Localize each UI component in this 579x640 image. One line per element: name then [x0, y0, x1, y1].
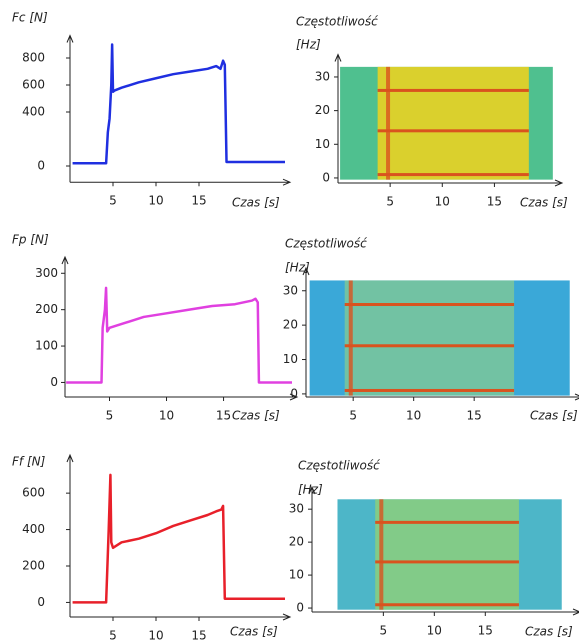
x-tick-label: 5 [349, 409, 357, 423]
active-region [344, 280, 515, 396]
y-tick-label: 0 [37, 159, 45, 173]
x-axis-label: Czas [s] [230, 625, 278, 639]
x-axis-label: Czas [s] [520, 196, 568, 210]
burst [379, 499, 384, 610]
y-axis [61, 255, 69, 397]
y-tick-label: 600 [22, 78, 45, 92]
x-tick-label: 10 [159, 409, 174, 423]
x-tick-label: 10 [148, 629, 163, 640]
frequency-band [344, 388, 515, 392]
y-tick-label: 20 [289, 535, 304, 549]
x-tick-label: 5 [109, 194, 117, 208]
y-axis-label: Ff [N] [12, 455, 46, 469]
x-tick-label: 10 [148, 194, 163, 208]
y-tick-label: 800 [22, 51, 45, 65]
burst [348, 280, 353, 396]
y-axis-label: [Hz] [298, 483, 323, 497]
x-tick-label: 15 [191, 194, 206, 208]
title: Częstotliwość [285, 237, 367, 251]
x-axis-label: Czas [s] [530, 409, 578, 423]
y-axis-label: [Hz] [296, 38, 321, 52]
y-tick-label: 10 [283, 352, 298, 366]
signal-line [72, 473, 285, 604]
y-axis-label: Fp [N] [12, 233, 49, 247]
frequency-band [375, 520, 519, 524]
x-axis-label: Czas [s] [232, 196, 280, 210]
y-tick-label: 0 [50, 375, 58, 389]
frequency-band [344, 344, 515, 348]
x-tick-label: 5 [386, 195, 394, 209]
frequency-band [375, 603, 519, 607]
title: Częstotliwość [298, 459, 380, 473]
y-axis [66, 34, 74, 183]
y-axis [66, 453, 74, 617]
x-axis-label: Czas [s] [525, 625, 573, 639]
x-axis [338, 179, 564, 187]
y-tick-label: 10 [289, 568, 304, 582]
y-axis-label: [Hz] [285, 261, 310, 275]
y-axis-label: Fc [N] [12, 11, 48, 25]
y-tick-label: 10 [315, 137, 330, 151]
x-tick-label: 15 [216, 409, 231, 423]
active-region [375, 499, 519, 610]
x-tick-label: 10 [427, 624, 442, 638]
y-tick-label: 0 [322, 170, 330, 184]
burst [386, 66, 391, 180]
x-tick-label: 15 [478, 624, 493, 638]
y-tick-label: 30 [315, 69, 330, 83]
x-tick-label: 15 [191, 629, 206, 640]
y-tick-label: 300 [35, 266, 58, 280]
signal-line [72, 43, 285, 165]
signal-line [66, 286, 292, 384]
x-tick-label: 15 [487, 195, 502, 209]
frequency-band [377, 129, 529, 133]
y-tick-label: 200 [22, 559, 45, 573]
active-region [377, 66, 529, 180]
y-axis [308, 485, 316, 612]
x-tick-label: 5 [106, 409, 114, 423]
x-tick-label: 10 [406, 409, 421, 423]
x-tick-label: 15 [467, 409, 482, 423]
y-tick-label: 20 [283, 318, 298, 332]
frequency-band [377, 88, 529, 92]
y-tick-label: 0 [296, 601, 304, 615]
y-tick-label: 30 [289, 502, 304, 516]
y-tick-label: 600 [22, 486, 45, 500]
x-axis [65, 393, 299, 401]
x-axis [312, 608, 579, 616]
y-tick-label: 400 [22, 105, 45, 119]
frequency-band [344, 303, 515, 307]
title: Częstotliwość [296, 15, 378, 29]
y-tick-label: 0 [290, 386, 298, 400]
y-tick-label: 400 [22, 522, 45, 536]
y-tick-label: 30 [283, 283, 298, 297]
y-tick-label: 100 [35, 339, 58, 353]
x-axis [70, 613, 292, 621]
y-tick-label: 200 [35, 302, 58, 316]
x-tick-label: 5 [380, 624, 388, 638]
frequency-band [375, 560, 519, 564]
y-axis [302, 266, 310, 397]
x-axis-label: Czas [s] [232, 409, 280, 423]
frequency-band [377, 173, 529, 177]
x-axis [306, 393, 579, 401]
x-tick-label: 5 [109, 629, 117, 640]
x-axis [70, 178, 292, 186]
x-tick-label: 10 [435, 195, 450, 209]
y-tick-label: 0 [37, 595, 45, 609]
y-tick-label: 20 [315, 103, 330, 117]
